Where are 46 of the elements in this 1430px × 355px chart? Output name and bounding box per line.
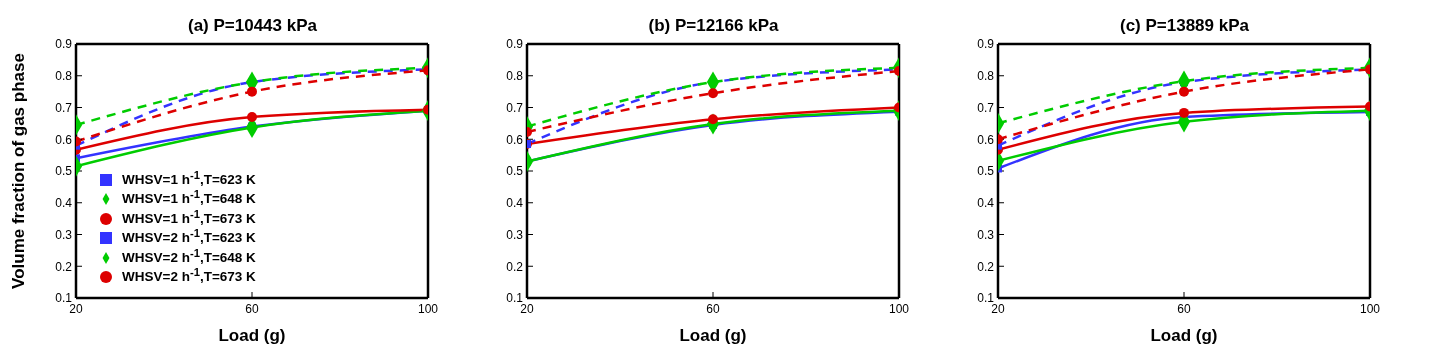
- y-tick-label: 0.4: [506, 196, 524, 211]
- y-tick-label: 0.5: [977, 164, 995, 179]
- y-tick-label: 0.7: [55, 100, 73, 115]
- legend-label: WHSV=2 h$^{-1}$,T=623 K: [122, 226, 256, 245]
- y-axis-title: Volume fraction of gas phase: [9, 53, 29, 289]
- legend-label: WHSV=1 h$^{-1}$,T=623 K: [122, 168, 256, 187]
- legend-label: WHSV=2 h$^{-1}$,T=648 K: [122, 246, 256, 265]
- y-tick-label: 0.3: [55, 227, 73, 242]
- x-axis-title: Load (g): [218, 326, 286, 345]
- chart-title: (b) P=12166 kPa: [647, 16, 780, 36]
- x-tick-label: 20: [69, 301, 83, 316]
- x-tick-label: 100: [888, 301, 910, 316]
- x-tick-label: 60: [245, 301, 259, 316]
- y-tick-label: 0.9: [977, 37, 995, 52]
- y-tick-label: 0.6: [977, 132, 995, 147]
- x-axis-title: Load (g): [679, 326, 747, 345]
- y-tick-label: 0.3: [977, 227, 995, 242]
- y-tick-label: 0.5: [506, 164, 524, 179]
- legend-label: WHSV=2 h$^{-1}$,T=673 K: [122, 265, 256, 284]
- y-tick-label: 0.4: [55, 196, 73, 211]
- x-tick-label: 20: [520, 301, 534, 316]
- chart-title: (a) P=10443 kPa: [187, 16, 318, 36]
- y-tick-label: 0.5: [55, 164, 73, 179]
- legend-label: WHSV=1 h$^{-1}$,T=673 K: [122, 207, 256, 226]
- y-tick-label: 0.4: [977, 196, 995, 211]
- y-tick-label: 0.9: [506, 37, 524, 52]
- y-tick-label: 0.8: [506, 69, 524, 84]
- y-tick-label: 0.9: [55, 37, 73, 52]
- y-tick-label: 0.2: [506, 259, 524, 274]
- y-tick-label: 0.7: [977, 100, 995, 115]
- x-tick-label: 60: [1177, 301, 1191, 316]
- x-tick-label: 100: [417, 301, 439, 316]
- chart-title: (c) P=13889 kPa: [1119, 16, 1250, 36]
- y-tick-label: 0.2: [55, 259, 73, 274]
- y-tick-label: 0.7: [506, 100, 524, 115]
- x-tick-label: 60: [706, 301, 720, 316]
- x-axis-title: Load (g): [1150, 326, 1218, 345]
- y-tick-label: 0.6: [506, 132, 524, 147]
- y-tick-label: 0.3: [506, 227, 524, 242]
- y-tick-label: 0.8: [977, 69, 995, 84]
- x-tick-label: 100: [1359, 301, 1381, 316]
- x-tick-label: 20: [991, 301, 1005, 316]
- y-tick-label: 0.2: [977, 259, 995, 274]
- y-tick-label: 0.8: [55, 69, 73, 84]
- legend-label: WHSV=1 h$^{-1}$,T=648 K: [122, 187, 256, 206]
- y-tick-label: 0.6: [55, 132, 73, 147]
